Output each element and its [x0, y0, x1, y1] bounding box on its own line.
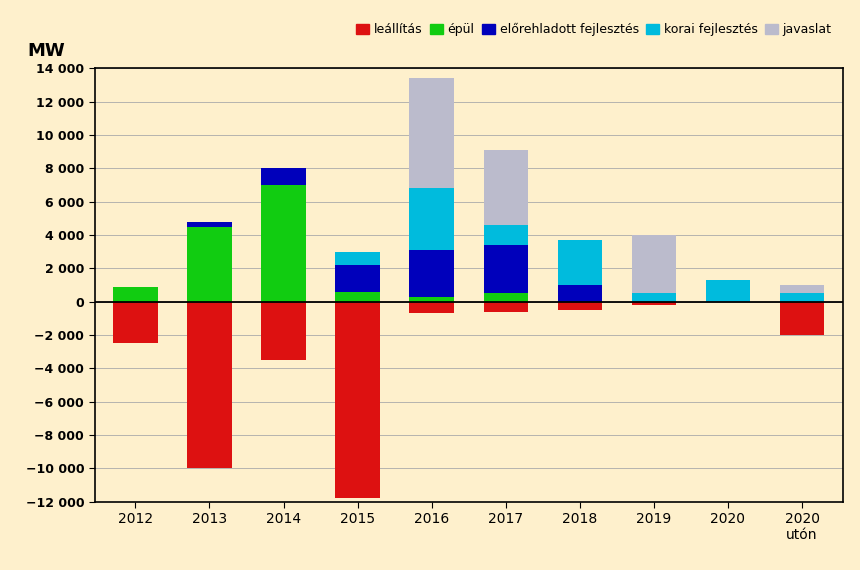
Bar	[409, 188, 454, 250]
Y-axis label: MW: MW	[28, 42, 64, 60]
Bar	[409, 79, 454, 188]
Bar	[335, 302, 380, 498]
Bar	[483, 245, 528, 294]
Bar	[261, 302, 305, 360]
Bar	[780, 302, 824, 335]
Bar	[483, 150, 528, 225]
Bar	[187, 302, 231, 469]
Bar	[632, 302, 676, 305]
Bar	[114, 302, 157, 343]
Bar	[780, 285, 824, 294]
Bar	[706, 280, 750, 302]
Bar	[335, 252, 380, 265]
Bar	[187, 222, 231, 227]
Bar	[483, 294, 528, 302]
Bar	[335, 265, 380, 292]
Bar	[261, 185, 305, 302]
Bar	[557, 302, 602, 310]
Bar	[483, 225, 528, 245]
Bar	[114, 287, 157, 302]
Bar	[261, 168, 305, 185]
Bar	[557, 240, 602, 285]
Bar	[557, 285, 602, 302]
Bar	[409, 302, 454, 314]
Bar	[780, 294, 824, 302]
Bar	[409, 250, 454, 296]
Legend: leállítás, épül, előrehladott fejlesztés, korai fejlesztés, javaslat: leállítás, épül, előrehladott fejlesztés…	[352, 18, 837, 42]
Bar	[483, 302, 528, 312]
Bar	[335, 292, 380, 302]
Bar	[632, 235, 676, 294]
Bar	[632, 294, 676, 302]
Bar	[409, 296, 454, 302]
Bar	[187, 227, 231, 302]
